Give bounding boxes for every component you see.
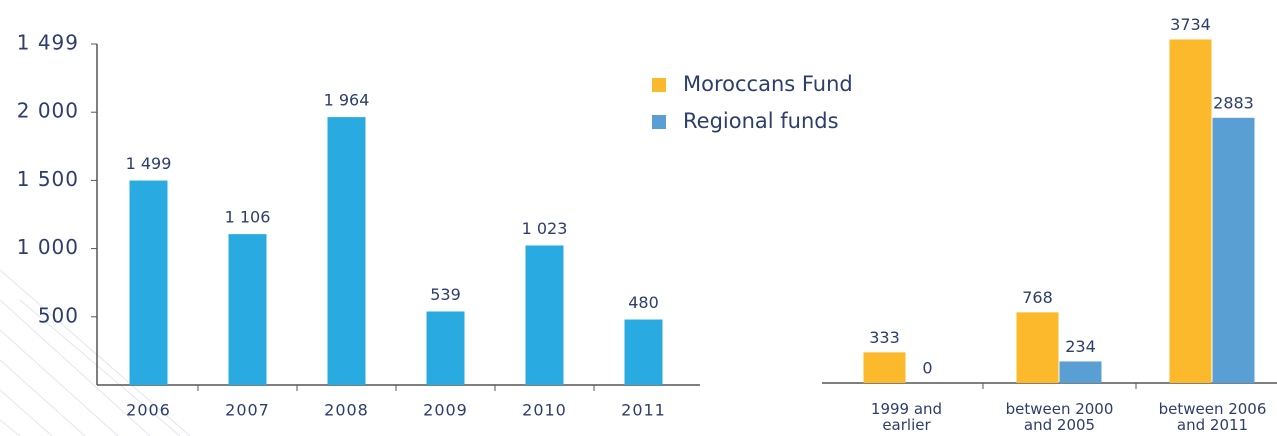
y-tick-label: 500 (38, 303, 79, 327)
bar (129, 180, 168, 385)
value-label: 768 (1022, 288, 1053, 307)
value-label: 3734 (1170, 15, 1211, 34)
decoration (0, 269, 191, 436)
bar (426, 311, 465, 385)
y-tick-label: 1 499 (17, 31, 79, 55)
value-label: 0 (922, 359, 932, 378)
bar (1059, 361, 1102, 383)
x-tick-label: 2008 (324, 401, 369, 420)
bar (327, 117, 366, 385)
legend-label: Regional funds (683, 109, 839, 133)
x-tick-label: 2011 (621, 401, 666, 420)
bar (1016, 312, 1059, 383)
bar (624, 319, 663, 385)
bar (228, 234, 267, 385)
x-tick-label: between 2000 and 2005 (1005, 400, 1114, 434)
value-label: 1 106 (225, 208, 271, 227)
value-label: 480 (628, 293, 659, 312)
y-tick-label: 2 000 (17, 99, 79, 123)
x-tick-label: 2010 (522, 401, 567, 420)
x-tick-label: between 2006 and 2011 (1158, 400, 1267, 434)
y-tick-label: 1 500 (17, 167, 79, 191)
bar (1169, 39, 1212, 384)
value-label: 234 (1065, 337, 1096, 356)
legend-label: Moroccans Fund (683, 72, 853, 96)
value-label: 1 964 (324, 91, 370, 110)
x-tick-label: 2009 (423, 401, 468, 420)
value-label: 1 499 (126, 154, 172, 173)
value-label: 539 (430, 285, 461, 304)
x-tick-label: 2007 (225, 401, 270, 420)
bar (1212, 117, 1255, 383)
value-label: 2883 (1213, 93, 1254, 112)
x-tick-label: 2006 (126, 401, 171, 420)
legend-swatch (652, 78, 666, 92)
y-tick-label: 1 000 (17, 235, 79, 259)
legend-swatch (652, 115, 666, 129)
value-label: 333 (869, 328, 900, 347)
bar (863, 352, 906, 383)
value-label: 1 023 (522, 219, 568, 238)
x-tick-label: 1999 and earlier (870, 400, 943, 434)
bar (525, 245, 564, 385)
